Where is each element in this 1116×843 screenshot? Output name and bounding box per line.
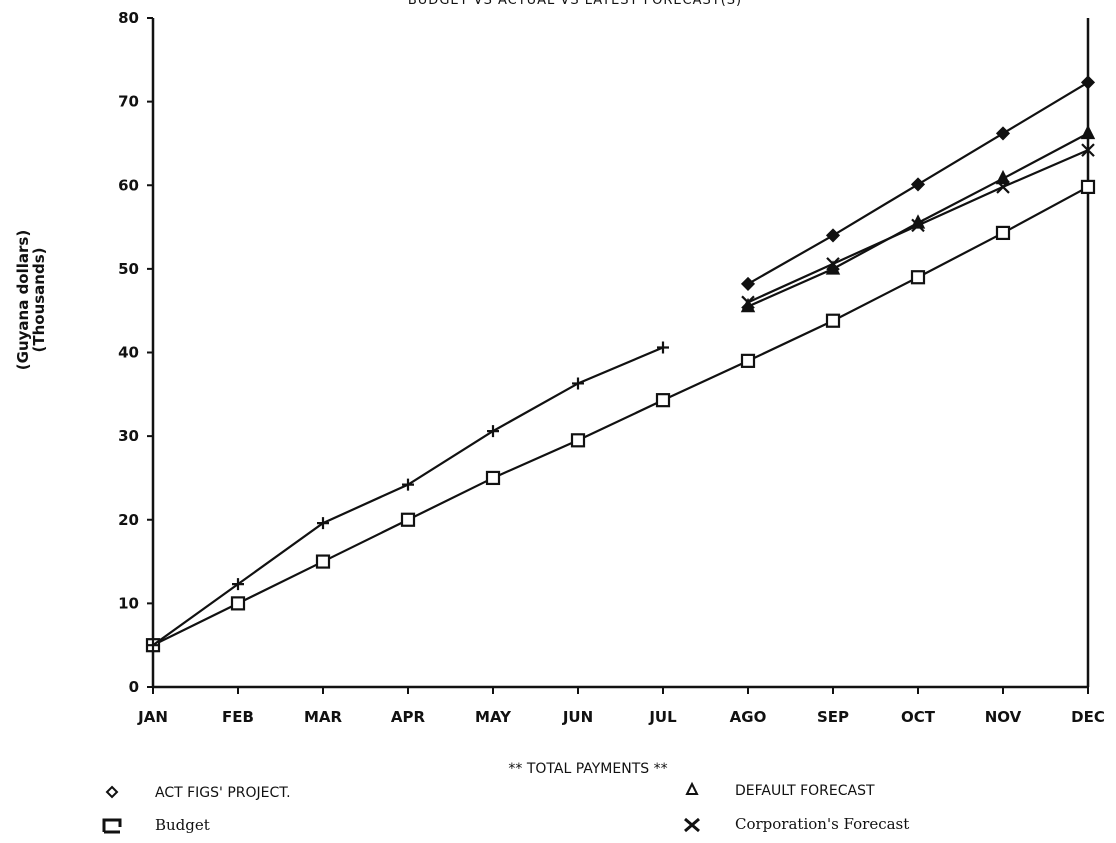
square-point — [995, 225, 1011, 241]
square-point — [655, 393, 671, 408]
square-point — [570, 433, 586, 448]
legend-label-act-figs: ACT FIGS' PROJECT. — [155, 785, 291, 801]
x-point — [1081, 143, 1095, 157]
x-tick-label: JUN — [562, 708, 593, 726]
series-0 — [145, 179, 1096, 653]
x-tick-label: SEP — [817, 708, 849, 726]
legend-item-budget: Budget — [102, 816, 210, 834]
x-tick-label: OCT — [901, 708, 936, 726]
x-tick-label: MAY — [475, 708, 512, 726]
x-tick-label: APR — [391, 708, 426, 726]
y-tick-label: 10 — [118, 594, 139, 612]
series-4 — [741, 143, 1095, 310]
chart-legend: ACT FIGS' PROJECT. Budget DEFAULT FORECA… — [102, 781, 909, 834]
series-2 — [740, 75, 1096, 291]
y-axis-label: (Guyana dollars) (Thousands) — [14, 230, 48, 370]
x-tick-label: AGO — [730, 708, 767, 726]
square-point — [230, 596, 246, 611]
legend-marker — [685, 781, 699, 795]
legend-marker — [102, 818, 122, 834]
x-tick-label: NOV — [985, 708, 1022, 726]
x-point — [741, 295, 755, 310]
chart-title: BUDGET VS ACTUAL VS LATEST FORECAST(S) — [408, 0, 742, 8]
legend-marker — [105, 785, 119, 799]
diamond-point — [995, 126, 1011, 141]
plus-point — [317, 517, 329, 530]
y-tick-label: 70 — [118, 93, 139, 111]
chart-series — [145, 75, 1096, 653]
y-axis-label-line1: (Guyana dollars) — [14, 230, 32, 370]
plus-point — [232, 578, 244, 591]
plus-point — [572, 377, 584, 390]
y-tick-label: 30 — [118, 427, 139, 445]
square-point — [485, 470, 501, 486]
plus-point — [657, 341, 669, 354]
square-point — [400, 512, 416, 527]
square-point — [910, 270, 926, 285]
y-tick-label: 40 — [118, 344, 139, 362]
square-point — [740, 353, 756, 368]
square-icon — [102, 818, 122, 834]
x-icon — [684, 817, 700, 833]
diamond-point — [1080, 75, 1096, 90]
y-tick-label: 60 — [118, 176, 139, 194]
y-tick-label: 50 — [118, 260, 139, 278]
square-point — [1080, 179, 1096, 195]
legend-item-act-figs: ACT FIGS' PROJECT. — [105, 785, 291, 801]
legend-item-corporation-forecast: Corporation's Forecast — [684, 815, 909, 833]
triangle-point — [1080, 124, 1096, 140]
legend-label-corporation-forecast: Corporation's Forecast — [735, 815, 909, 833]
chart-axes: 0 10 20 30 40 50 60 70 80 JAN FEB MAR APR MAY JUN JUL AG… — [118, 9, 1105, 726]
x-tick-label: DEC — [1071, 708, 1105, 726]
y-tick-label: 20 — [118, 511, 139, 529]
square-point — [825, 313, 841, 328]
x-tick-label: FEB — [222, 708, 254, 726]
x-point — [911, 218, 925, 233]
legend-marker — [684, 817, 700, 833]
diamond-point — [740, 276, 756, 291]
triangle-point — [995, 169, 1011, 185]
series-line — [152, 185, 1089, 647]
diamond-point — [910, 177, 926, 192]
y-tick-label: 80 — [118, 9, 139, 27]
plus-point — [147, 639, 159, 652]
legend-label-default-forecast: DEFAULT FORECAST — [735, 783, 875, 799]
x-axis-label: ** TOTAL PAYMENTS ** — [508, 761, 667, 777]
x-point — [996, 180, 1010, 194]
plus-point — [487, 425, 499, 438]
square-point — [315, 554, 331, 569]
y-axis-label-line2: (Thousands) — [30, 248, 48, 353]
series-line — [152, 346, 664, 647]
triangle-icon — [685, 781, 699, 795]
legend-label-budget: Budget — [155, 816, 210, 834]
plus-point — [402, 478, 414, 491]
legend-item-default-forecast: DEFAULT FORECAST — [685, 781, 875, 799]
diamond-point — [825, 228, 841, 243]
x-tick-label: JAN — [137, 708, 168, 726]
diamond-icon — [105, 785, 119, 799]
y-tick-label: 0 — [129, 678, 139, 696]
series-1 — [147, 341, 669, 652]
x-point — [826, 257, 840, 271]
x-tick-label: JUL — [648, 708, 677, 726]
x-tick-label: MAR — [304, 708, 343, 726]
